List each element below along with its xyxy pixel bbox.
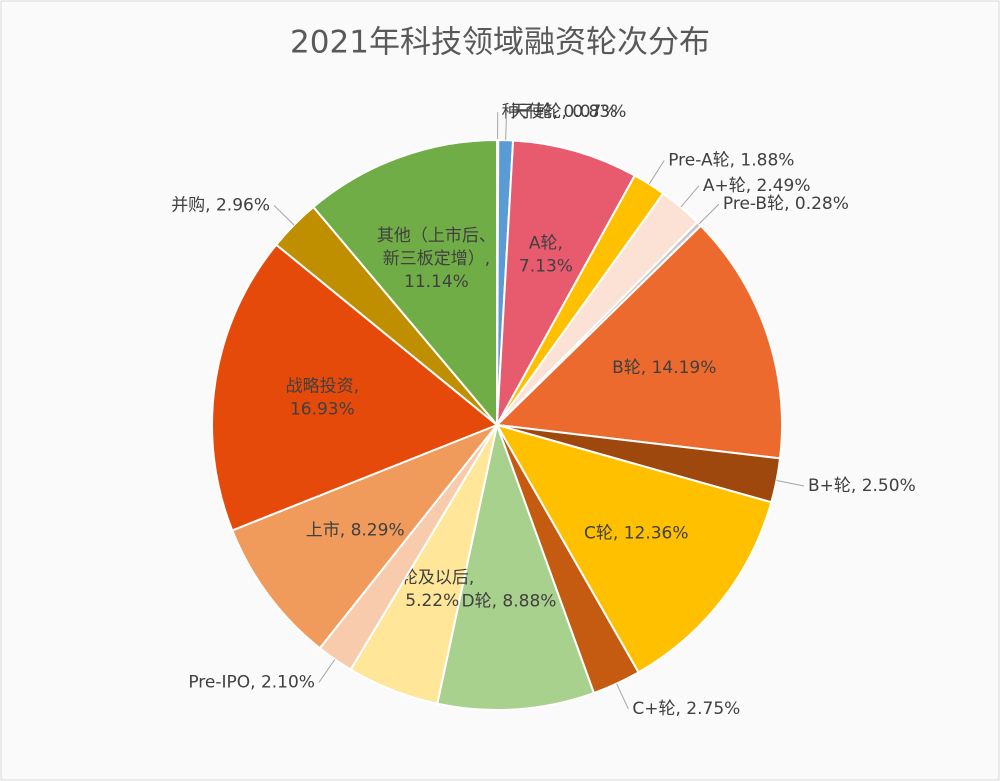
data-label: C+轮, 2.75% bbox=[632, 699, 740, 719]
pie-slice bbox=[494, 423, 773, 674]
pie-slice bbox=[494, 224, 783, 460]
leader-line bbox=[698, 203, 720, 225]
pie-slice bbox=[496, 139, 637, 426]
leader-line bbox=[680, 185, 700, 208]
data-label: 其他（上市后、新三板定增）, 11.14% bbox=[377, 226, 496, 292]
pie-slice bbox=[230, 422, 501, 650]
data-label: A+轮, 2.49% bbox=[703, 176, 811, 196]
leader-line bbox=[776, 480, 805, 487]
leader-line bbox=[616, 683, 629, 710]
data-label: D轮, 8.88% bbox=[462, 591, 557, 611]
data-label: 上市, 8.29% bbox=[306, 520, 405, 540]
data-label: B轮, 14.19% bbox=[612, 358, 716, 378]
leader-line bbox=[648, 160, 665, 185]
leader-line bbox=[505, 112, 508, 141]
chart-title: 2021年科技领域融资轮次分布 bbox=[290, 25, 710, 61]
data-label: E轮及以后, 5.22% bbox=[390, 568, 474, 611]
pie-slice bbox=[436, 421, 596, 711]
leader-line bbox=[318, 659, 336, 683]
data-label: A轮, 7.13% bbox=[519, 234, 573, 277]
data-label: 并购, 2.96% bbox=[171, 195, 270, 215]
data-label: B+轮, 2.50% bbox=[808, 476, 916, 496]
data-label: Pre-IPO, 2.10% bbox=[188, 672, 315, 692]
leader-line bbox=[273, 204, 295, 226]
data-label: Pre-B轮, 0.28% bbox=[723, 194, 849, 214]
pie-slice bbox=[312, 138, 498, 428]
data-label: C轮, 12.36% bbox=[584, 524, 689, 544]
pie-slice bbox=[211, 243, 499, 532]
data-label: 天使轮, 0.83% bbox=[511, 101, 627, 122]
data-label: Pre-A轮, 1.88% bbox=[668, 150, 794, 170]
data-label: 种子轮, 0.07% bbox=[502, 102, 618, 122]
data-label: 战略投资, 16.93% bbox=[286, 377, 359, 420]
